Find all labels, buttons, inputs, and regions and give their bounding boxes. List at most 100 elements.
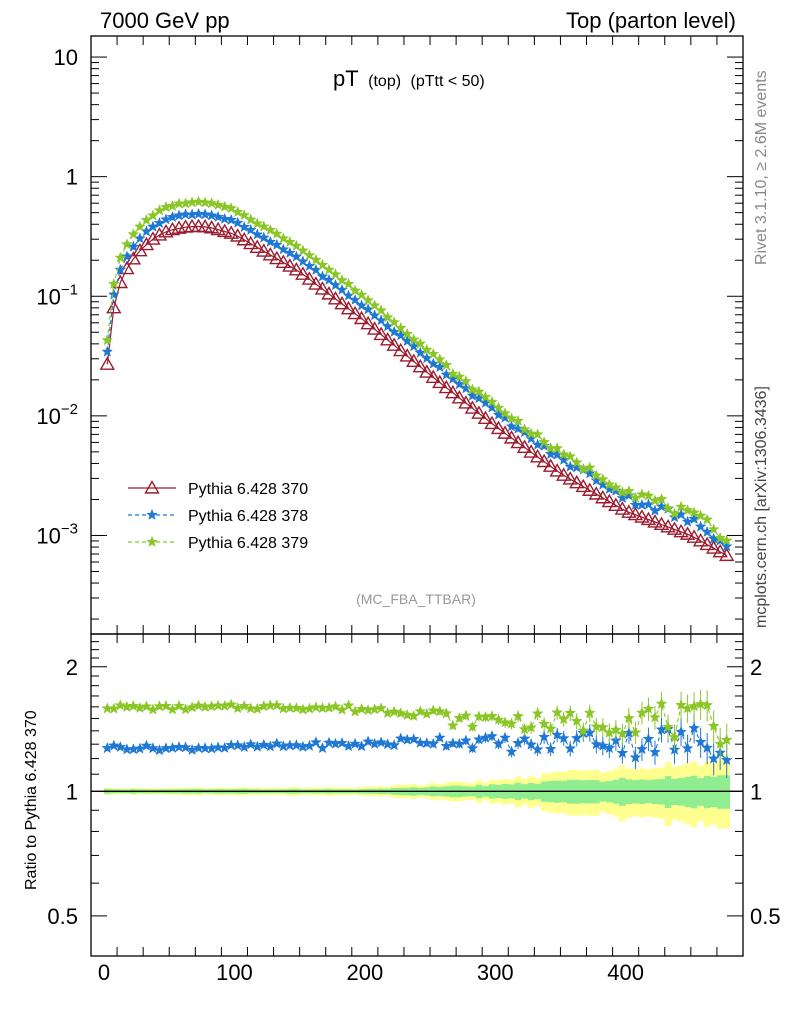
series-3-point (231, 205, 244, 218)
series-2-point (336, 283, 348, 295)
series-3-ratio-point (590, 720, 603, 732)
series-3-ratio-point (701, 699, 714, 711)
series-3-ratio-point (251, 702, 264, 714)
series-1-point (288, 262, 305, 276)
series-2-ratio-point (531, 743, 544, 755)
series-3-ratio-point (342, 699, 355, 711)
series-3-ratio-point (609, 723, 622, 735)
ratio-tick-label-right: 2 (750, 655, 762, 680)
series-2-point (251, 228, 264, 240)
series-2-ratio-point (460, 734, 472, 746)
series-1-point (236, 231, 252, 246)
series-2-point (205, 209, 218, 221)
series-1-point (275, 254, 292, 269)
series-1-point (314, 281, 331, 295)
series-3-point (505, 412, 518, 424)
series-1-point (516, 439, 533, 454)
series-3-point (707, 523, 720, 535)
process-label: Top (parton level) (566, 8, 736, 33)
plot-title-cut: (pTtt < 50) (411, 73, 485, 90)
series-3-ratio-point (238, 699, 251, 712)
upper-series-layer (99, 195, 735, 562)
series-3-point (114, 251, 127, 263)
series-3-ratio-point (629, 726, 642, 738)
series-1-point (366, 321, 383, 335)
series-3-point (714, 531, 727, 544)
series-1-point (588, 486, 605, 500)
series-3-ratio-point (662, 720, 674, 732)
series-2-ratio-point (499, 731, 511, 743)
series-3-ratio-point (649, 711, 661, 723)
series-3-ratio-point (642, 702, 655, 714)
series-3-point (668, 507, 681, 519)
series-1-point (308, 276, 324, 290)
series-1-point (386, 337, 402, 351)
series-3-point (420, 343, 433, 355)
series-2-ratio-point (212, 741, 225, 753)
series-1-point (360, 315, 376, 330)
series-2-ratio-point (407, 732, 420, 745)
series-1-upper (99, 218, 735, 562)
series-1-point (614, 501, 631, 515)
series-2-point (231, 216, 244, 228)
series-3-point (120, 238, 133, 250)
series-1-point (282, 258, 298, 272)
legend-marker-2 (146, 508, 158, 520)
series-3-ratio-point (531, 707, 544, 719)
series-3-point (355, 288, 368, 300)
series-1-point (542, 458, 559, 472)
series-1-point (686, 529, 702, 543)
series-3-point (525, 427, 537, 439)
series-1-point (660, 519, 676, 533)
series-1-point (256, 243, 272, 257)
series-3-ratio (101, 689, 733, 762)
series-3-ratio-point (492, 713, 505, 725)
series-2-point (694, 520, 707, 532)
series-3-point (394, 321, 407, 334)
series-2-point (244, 223, 257, 236)
series-2-point (257, 231, 270, 243)
series-1-point (229, 228, 246, 242)
series-2-ratio-point (603, 741, 616, 754)
series-3-ratio-point (596, 721, 609, 733)
series-1-point (595, 489, 611, 504)
series-2-ratio-point (316, 741, 329, 754)
upper-tick-label-base: 10 (36, 523, 60, 548)
series-1-line (106, 225, 727, 557)
series-3-ratio-point (485, 709, 498, 722)
series-1-point (549, 463, 565, 477)
series-1-point (334, 295, 350, 310)
series-3-point (297, 244, 309, 256)
series-1-point (640, 511, 657, 526)
x-tick-label: 300 (477, 960, 514, 985)
series-3-ratio-point (440, 707, 453, 719)
series-3-point (623, 485, 635, 497)
series-3-point (433, 353, 446, 365)
series-3-ratio-point (114, 699, 127, 711)
rivet-version-label: Rivet 3.1.10, ≥ 2.6M events (753, 70, 770, 265)
series-2-ratio-point (173, 740, 186, 753)
series-2-ratio-point (486, 730, 498, 742)
series-3-ratio-point (564, 706, 577, 719)
ratio-inner-band (104, 775, 730, 809)
series-3-ratio-point (140, 700, 153, 712)
series-2-ratio-point (557, 732, 570, 744)
series-3-ratio-point (583, 706, 596, 718)
series-2-ratio-point (701, 741, 714, 753)
series-2-point (238, 220, 251, 233)
series-3-point (688, 506, 700, 518)
series-2-ratio-point (114, 740, 127, 753)
series-3-point (127, 228, 140, 240)
series-2-ratio-point (218, 741, 231, 753)
series-2-ratio-point (349, 737, 361, 749)
series-1-point (477, 410, 494, 425)
series-3-point (557, 448, 570, 460)
series-3-ratio-point (603, 726, 616, 738)
series-3-ratio-point (401, 708, 414, 721)
upper-tick-label: 1 (66, 165, 78, 190)
energy-label: 7000 GeV pp (100, 8, 230, 33)
series-1-point (379, 332, 396, 346)
series-3-point (388, 316, 401, 328)
